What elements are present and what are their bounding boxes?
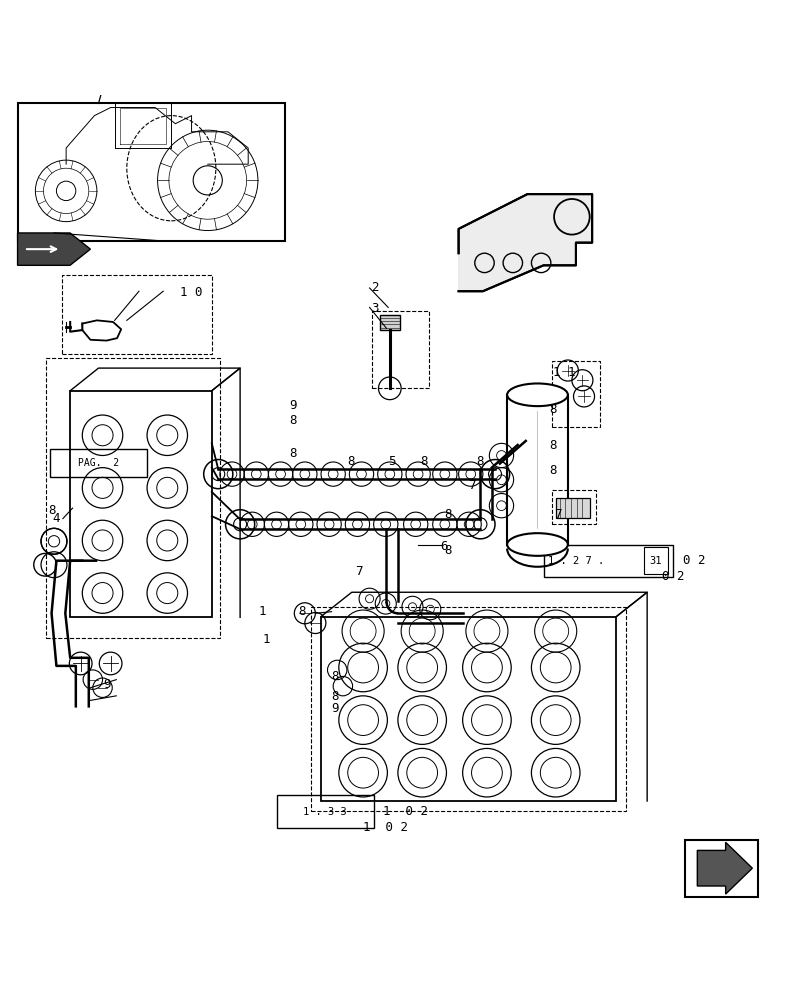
Text: 8: 8 <box>549 439 556 452</box>
Text: 0 2: 0 2 <box>682 554 705 567</box>
Text: 1  0 2: 1 0 2 <box>383 805 428 818</box>
Bar <box>18 103 285 241</box>
Text: 1  0 2: 1 0 2 <box>363 821 408 834</box>
Text: 9: 9 <box>289 399 296 412</box>
Text: 1: 1 <box>262 633 269 646</box>
Bar <box>70 391 212 617</box>
Bar <box>311 607 625 811</box>
Text: 8: 8 <box>444 544 451 557</box>
Text: 8: 8 <box>298 605 306 618</box>
Bar <box>320 617 616 801</box>
Text: 8: 8 <box>331 690 338 703</box>
Text: 6: 6 <box>440 540 447 553</box>
Text: 7: 7 <box>554 508 561 521</box>
Ellipse shape <box>507 533 567 556</box>
Bar <box>46 358 220 638</box>
Bar <box>62 275 212 354</box>
Text: 1: 1 <box>258 605 265 618</box>
Bar <box>643 547 667 574</box>
Text: 2: 2 <box>371 281 379 294</box>
Text: 8: 8 <box>48 504 55 517</box>
Text: 3: 3 <box>371 302 379 315</box>
Text: PAG.  2: PAG. 2 <box>78 458 119 468</box>
Text: 8: 8 <box>444 508 451 521</box>
Bar <box>684 840 757 897</box>
Polygon shape <box>458 194 591 291</box>
Text: 4: 4 <box>53 512 60 525</box>
Text: 9: 9 <box>103 678 110 691</box>
Text: 31: 31 <box>649 556 662 566</box>
Text: 1 . 2 7 .: 1 . 2 7 . <box>547 556 603 566</box>
Text: 1 . 3 3: 1 . 3 3 <box>303 807 346 817</box>
Bar <box>551 490 595 524</box>
Text: 8: 8 <box>549 464 556 477</box>
Text: 8: 8 <box>289 414 296 427</box>
Bar <box>543 545 672 577</box>
Text: 8: 8 <box>419 455 427 468</box>
Bar <box>50 449 147 477</box>
Text: 8: 8 <box>549 403 556 416</box>
Text: 7: 7 <box>355 565 363 578</box>
Bar <box>551 361 599 427</box>
Bar <box>507 395 567 545</box>
Bar <box>555 498 589 518</box>
Bar <box>371 311 428 388</box>
Text: 7: 7 <box>468 479 475 492</box>
Text: 5: 5 <box>388 455 396 468</box>
Text: 8: 8 <box>347 455 354 468</box>
Text: 8: 8 <box>476 455 483 468</box>
Text: 0 2: 0 2 <box>661 570 684 583</box>
Text: 1 0: 1 0 <box>180 286 203 299</box>
Text: 9: 9 <box>331 702 338 715</box>
Bar <box>277 795 373 828</box>
Text: 8: 8 <box>289 447 296 460</box>
Polygon shape <box>697 842 752 894</box>
Bar <box>380 315 399 330</box>
Text: 8: 8 <box>331 670 338 683</box>
Polygon shape <box>18 233 90 265</box>
Ellipse shape <box>507 383 567 406</box>
Text: 1 1: 1 1 <box>551 366 574 379</box>
